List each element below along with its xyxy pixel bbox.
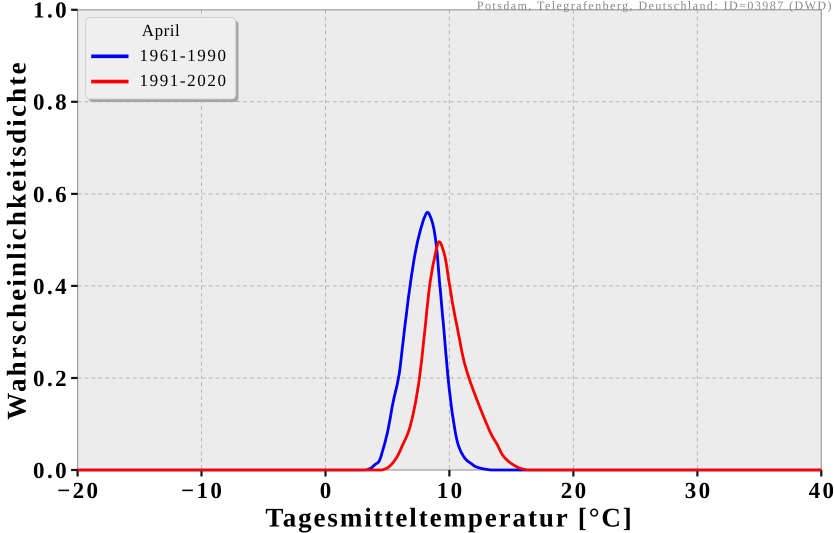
- svg-text:1991-2020: 1991-2020: [140, 71, 228, 90]
- svg-text:0: 0: [320, 478, 334, 503]
- svg-text:0.4: 0.4: [33, 274, 69, 299]
- svg-text:Potsdam, Telegrafenberg, Deuts: Potsdam, Telegrafenberg, Deutschland: ID…: [477, 0, 833, 13]
- svg-text:40: 40: [809, 478, 834, 503]
- svg-text:30: 30: [685, 478, 713, 503]
- svg-text:20: 20: [561, 478, 589, 503]
- svg-text:1961-1990: 1961-1990: [140, 46, 228, 65]
- svg-text:Tagesmitteltemperatur [°C]: Tagesmitteltemperatur [°C]: [265, 503, 633, 533]
- svg-text:0.0: 0.0: [33, 458, 69, 483]
- svg-text:10: 10: [437, 478, 465, 503]
- svg-text:−20: −20: [57, 478, 100, 503]
- svg-text:April: April: [142, 21, 180, 40]
- svg-text:−10: −10: [181, 478, 224, 503]
- svg-text:0.2: 0.2: [33, 366, 69, 391]
- svg-text:Wahrscheinlichkeitsdichte: Wahrscheinlichkeitsdichte: [2, 60, 32, 420]
- svg-text:0.8: 0.8: [33, 90, 69, 115]
- svg-text:0.6: 0.6: [33, 182, 69, 207]
- svg-text:1.0: 1.0: [33, 0, 69, 23]
